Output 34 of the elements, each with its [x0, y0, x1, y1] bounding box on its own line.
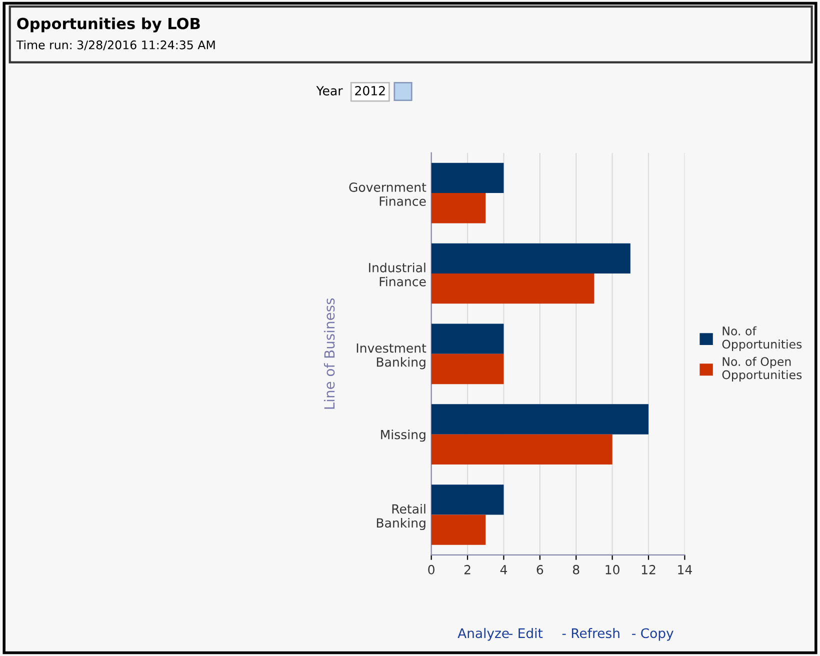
- text: - Copy: [632, 628, 674, 641]
- legend-label: No. of Open Opportunities: [722, 356, 802, 382]
- x-tick-label: 2: [464, 564, 470, 574]
- y-axis-title: Line of Business: [324, 298, 335, 409]
- bar: [431, 484, 504, 515]
- text: Analyze: [458, 628, 509, 641]
- y-tick-label: Retail Banking: [376, 504, 426, 530]
- bar: [431, 243, 630, 274]
- legend-label: No. of Opportunities: [722, 326, 802, 351]
- bar: [431, 514, 486, 545]
- y-tick-label: Investment Banking: [356, 344, 426, 370]
- x-tick-label: 10: [606, 564, 620, 574]
- x-tick-label: 0: [428, 564, 434, 574]
- text: Opportunities by LOB: [17, 17, 200, 32]
- y-tick-label: Government Finance: [349, 182, 426, 206]
- text: - Edit: [509, 628, 543, 638]
- x-tick-label: 8: [572, 564, 580, 574]
- bar: [431, 354, 504, 384]
- bar: [431, 324, 504, 354]
- y-tick-label: Industrial Finance: [369, 262, 426, 286]
- text: Year: [316, 86, 343, 96]
- text: - Refresh: [562, 628, 620, 638]
- bar: [431, 193, 486, 224]
- bar: [431, 273, 594, 304]
- y-tick-label: Missing: [381, 430, 426, 442]
- x-tick-label: 12: [642, 564, 656, 574]
- bar: [431, 434, 612, 464]
- x-tick-label: 14: [678, 565, 692, 574]
- bar: [431, 404, 649, 434]
- text: 2012: [355, 86, 385, 96]
- x-tick-label: 4: [500, 565, 507, 574]
- x-tick-label: 6: [536, 564, 544, 574]
- text: Time run: 3/28/2016 11:24:35 AM: [16, 40, 215, 50]
- bar: [431, 162, 504, 194]
